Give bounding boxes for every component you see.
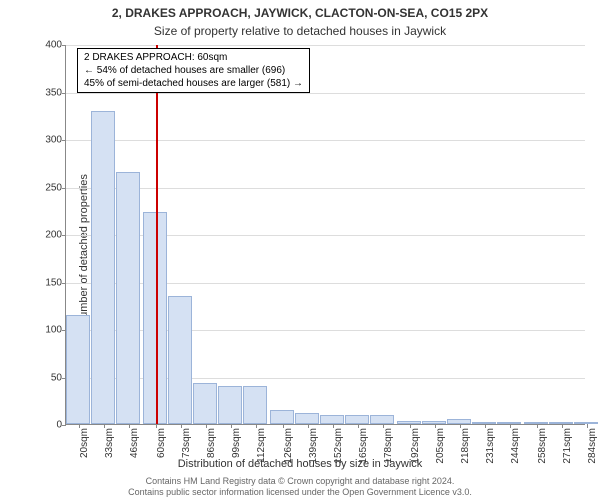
info-box: 2 DRAKES APPROACH: 60sqm ← 54% of detach… [77,48,310,93]
x-tick-label: 244sqm [510,428,521,464]
x-tick-label: 20sqm [79,428,90,458]
x-tick-label: 271sqm [562,428,573,464]
chart-title-main: 2, DRAKES APPROACH, JAYWICK, CLACTON-ON-… [112,6,488,20]
x-tick-label: 60sqm [156,428,167,458]
x-tick-label: 46sqm [129,428,140,458]
gridline [66,45,585,46]
y-tick-label: 50 [51,372,62,383]
x-tick-label: 152sqm [333,428,344,464]
y-tick-label: 0 [56,420,62,431]
x-tick-label: 231sqm [485,428,496,464]
marker-line [156,45,158,424]
x-tick-label: 284sqm [587,428,598,464]
y-tick-label: 350 [45,87,62,98]
histogram-bar [370,415,394,425]
x-tick-label: 126sqm [283,428,294,464]
chart-title-sub: Size of property relative to detached ho… [154,24,446,38]
histogram-bar [320,415,344,425]
x-tick-label: 73sqm [181,428,192,458]
y-tick-mark [62,425,66,426]
x-tick-label: 205sqm [435,428,446,464]
info-line-2: ← 54% of detached houses are smaller (69… [84,64,303,77]
x-tick-label: 86sqm [206,428,217,458]
histogram-bar [243,386,267,424]
y-tick-label: 200 [45,230,62,241]
histogram-bar [193,383,217,424]
y-tick-mark [62,283,66,284]
histogram-bar [91,111,115,425]
histogram-bar [345,415,369,425]
histogram-bar [116,172,140,424]
x-tick-label: 165sqm [358,428,369,464]
y-tick-mark [62,45,66,46]
chart-area: 05010015020025030035040020sqm33sqm46sqm6… [65,45,585,425]
y-tick-mark [62,93,66,94]
x-tick-label: 178sqm [383,428,394,464]
credits-line-2: Contains public sector information licen… [128,487,472,498]
x-tick-label: 139sqm [308,428,319,464]
plot-area: 05010015020025030035040020sqm33sqm46sqm6… [65,45,585,425]
info-line-1: 2 DRAKES APPROACH: 60sqm [84,51,303,64]
x-tick-label: 33sqm [104,428,115,458]
y-tick-mark [62,188,66,189]
y-tick-label: 150 [45,277,62,288]
y-tick-label: 100 [45,325,62,336]
credits-line-1: Contains HM Land Registry data © Crown c… [128,476,472,487]
histogram-bar [66,315,90,424]
y-tick-label: 400 [45,40,62,51]
x-tick-label: 258sqm [537,428,548,464]
y-tick-mark [62,140,66,141]
y-tick-label: 250 [45,182,62,193]
histogram-bar [270,410,294,424]
x-tick-label: 99sqm [231,428,242,458]
credits: Contains HM Land Registry data © Crown c… [128,476,472,498]
x-tick-label: 112sqm [256,428,267,463]
y-tick-label: 300 [45,135,62,146]
y-tick-mark [62,235,66,236]
x-tick-label: 218sqm [460,428,471,464]
gridline [66,188,585,189]
histogram-bar [168,296,192,424]
info-line-3: 45% of semi-detached houses are larger (… [84,77,303,90]
histogram-bar [295,413,319,424]
gridline [66,140,585,141]
histogram-bar [218,386,242,424]
x-tick-label: 192sqm [410,428,421,464]
